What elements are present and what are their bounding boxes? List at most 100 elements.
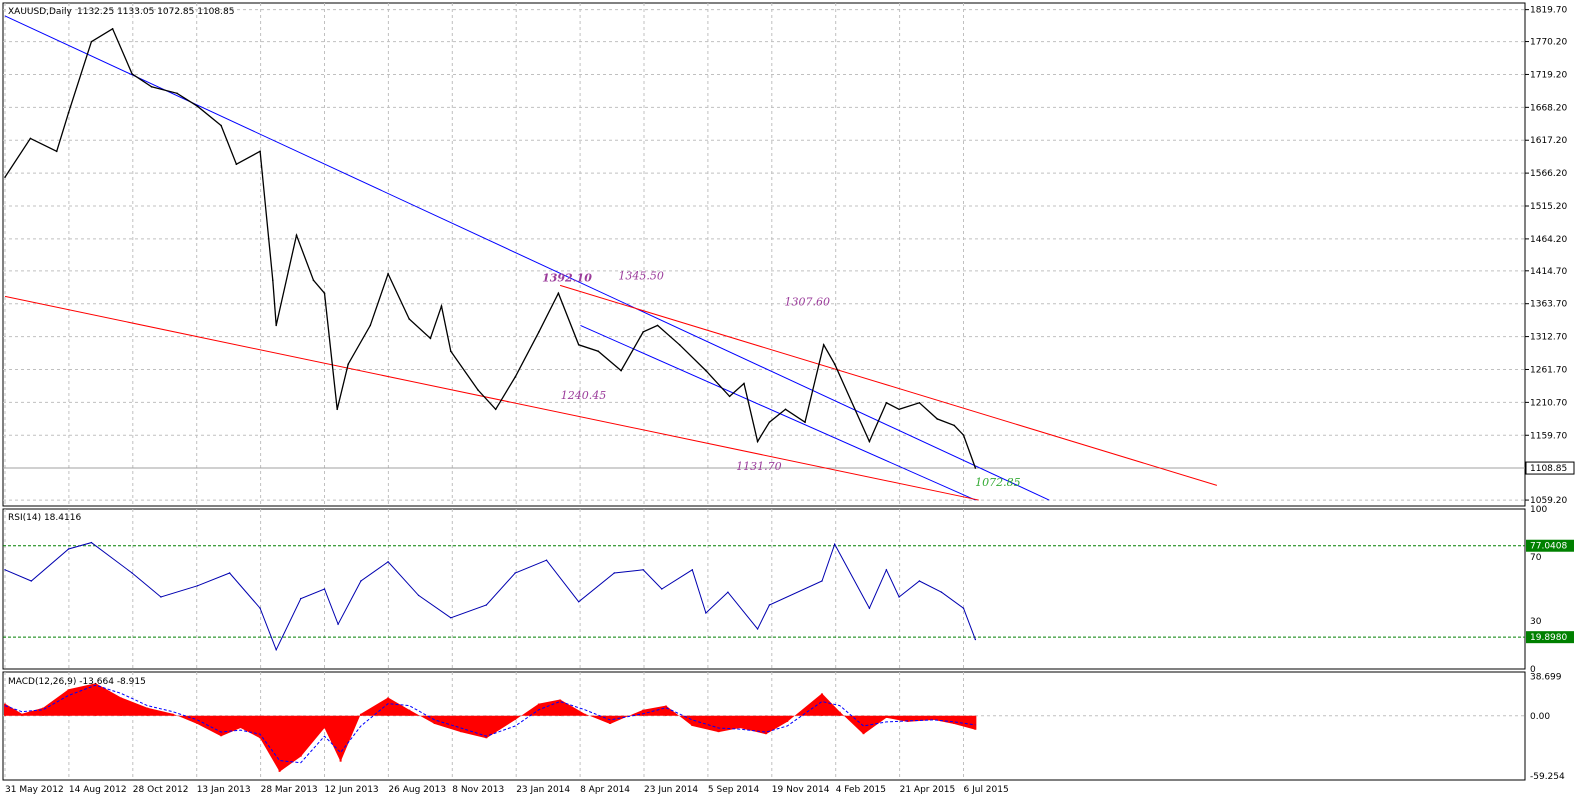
x-tick-label: 28 Mar 2013 — [261, 785, 318, 795]
rsi-point — [485, 604, 488, 606]
price-point — [150, 86, 153, 88]
price-y-tick-label: 1819.70 — [1530, 6, 1567, 16]
rsi-level-tag — [1526, 631, 1574, 644]
price-point — [822, 343, 825, 346]
price-point — [111, 27, 114, 30]
price-point — [429, 337, 432, 340]
x-tick-label: 23 Jun 2014 — [644, 785, 698, 795]
rsi-point — [868, 607, 871, 609]
price-point — [29, 137, 32, 140]
rsi-point — [90, 541, 93, 544]
price-panel-title: XAUUSD,Daily — [8, 7, 72, 17]
price-point — [678, 343, 681, 346]
x-tick-label: 28 Oct 2012 — [133, 785, 189, 795]
rsi-point — [360, 580, 362, 582]
macd-y-tick-label: -59.254 — [1530, 772, 1565, 782]
rsi-point — [300, 597, 302, 600]
macd-y-tick-label: 38.699 — [1530, 672, 1562, 682]
macd-histogram-area — [5, 683, 976, 772]
marks-layer — [3, 15, 1525, 772]
price-point — [196, 105, 199, 107]
price-point — [272, 279, 274, 282]
rsi-point — [756, 628, 759, 630]
rsi-panel-frame — [2, 508, 1526, 670]
trendline — [4, 295, 979, 501]
rsi-point — [613, 572, 616, 574]
price-annotation: 1392.10 — [542, 271, 592, 284]
trendline — [4, 15, 1050, 501]
price-panel-frame — [2, 2, 1526, 507]
rsi-point — [450, 617, 452, 619]
rsi-level-tag-label: 19.8980 — [1530, 633, 1567, 643]
rsi-point — [259, 607, 261, 609]
price-point — [756, 440, 759, 443]
price-point — [833, 363, 836, 365]
price-point — [868, 440, 871, 443]
price-point — [312, 279, 315, 282]
price-y-tick-label: 1668.20 — [1530, 103, 1567, 113]
x-tick-label: 19 Nov 2014 — [772, 785, 830, 795]
price-y-tick-label: 1159.70 — [1530, 431, 1567, 441]
trendline — [580, 324, 976, 501]
price-annotation: 1307.60 — [784, 295, 830, 308]
x-tick-label: 14 Aug 2012 — [69, 785, 127, 795]
rsi-point — [228, 572, 231, 574]
price-point — [728, 395, 731, 398]
trendlines-group — [4, 15, 1218, 501]
price-point — [898, 408, 900, 411]
rsi-point — [578, 601, 580, 603]
rsi-point — [196, 585, 199, 587]
rsi-point — [337, 623, 339, 625]
x-tick-label: 31 May 2012 — [5, 785, 64, 795]
rsi-point — [30, 580, 32, 582]
price-point — [918, 402, 921, 404]
price-point — [220, 124, 222, 127]
price-point — [885, 402, 888, 404]
rsi-point — [940, 591, 943, 593]
price-point — [494, 408, 497, 411]
price-point — [974, 467, 977, 469]
price-annotation: 1131.70 — [736, 460, 782, 473]
price-point — [55, 150, 58, 153]
last-price-tag — [1525, 461, 1575, 475]
price-y-tick-label: 1363.70 — [1530, 300, 1567, 310]
x-tick-label: 6 Jul 2015 — [964, 785, 1009, 795]
x-tick-label: 8 Apr 2014 — [580, 785, 630, 795]
rsi-point — [821, 580, 823, 582]
last-price-tag-label: 1108.85 — [1530, 464, 1567, 474]
price-annotation: 1345.50 — [618, 270, 664, 283]
rsi-point — [705, 612, 707, 614]
rsi-point — [275, 649, 277, 651]
x-tick-label: 5 Sep 2014 — [708, 785, 760, 795]
price-y-tick-label: 1059.20 — [1530, 496, 1567, 506]
rsi-point — [642, 569, 644, 571]
price-annotation: 1240.45 — [561, 389, 607, 402]
price-y-tick-label: 1566.20 — [1530, 169, 1567, 179]
rsi-point — [768, 604, 771, 606]
price-point — [295, 234, 298, 236]
x-tick-label: 4 Feb 2015 — [836, 785, 886, 795]
price-y-tick-label: 1210.70 — [1530, 398, 1567, 408]
price-point — [440, 305, 443, 307]
price-point — [387, 273, 389, 275]
rsi-point — [514, 572, 516, 574]
rsi-point — [545, 559, 548, 561]
rsi-point — [918, 580, 921, 582]
price-point — [656, 324, 659, 327]
trendline — [559, 284, 1218, 486]
grid-layer — [3, 3, 1529, 780]
price-point — [369, 324, 372, 327]
rsi-level-tag-label: 77.0408 — [1530, 542, 1567, 552]
macd-panel-title: MACD(12,26,9) -13.664 -8.915 — [8, 677, 146, 687]
rsi-panel-title: RSI(14) 18.4116 — [8, 513, 81, 523]
price-point — [557, 292, 560, 294]
macd-signal-line — [4, 684, 976, 764]
price-point — [176, 92, 178, 95]
price-point — [743, 382, 745, 385]
rsi-point — [898, 596, 900, 598]
rsi-point — [160, 596, 162, 598]
rsi-y-tick-label: 100 — [1530, 505, 1547, 515]
rsi-point — [131, 572, 133, 574]
